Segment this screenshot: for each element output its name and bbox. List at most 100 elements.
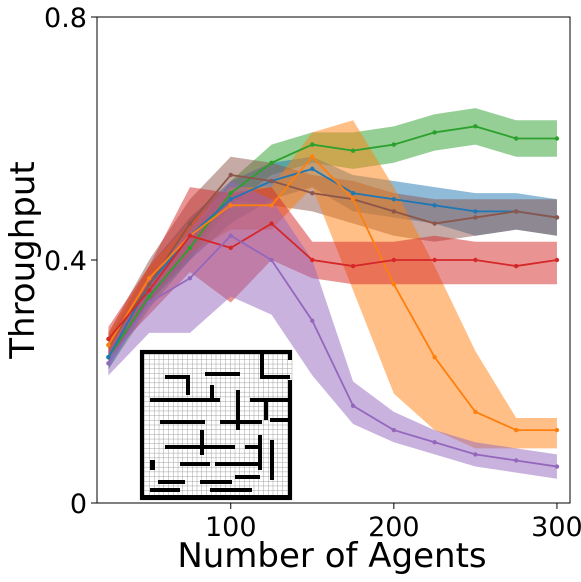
maze-wall [210, 385, 214, 400]
maze-wall [258, 435, 262, 470]
maze-wall [150, 488, 180, 492]
series-lines [106, 124, 560, 469]
data-point [432, 440, 437, 445]
data-point [350, 197, 356, 202]
data-point [432, 203, 437, 208]
x-axis-label: Number of Agents [177, 536, 486, 576]
data-point [432, 355, 437, 360]
data-point [554, 257, 560, 263]
data-point [391, 427, 397, 433]
x-tick-label: 200 [368, 512, 420, 543]
maze-wall [165, 375, 190, 379]
data-point [310, 166, 315, 172]
maze-wall [220, 420, 262, 424]
maze-wall [260, 375, 290, 379]
maze-wall [270, 440, 274, 480]
data-point [473, 452, 478, 457]
data-point [350, 403, 356, 408]
y-tick-label: 0.4 [44, 246, 87, 277]
data-point [310, 257, 315, 263]
maze-wall [236, 390, 240, 430]
data-point [473, 257, 478, 263]
data-point [513, 458, 519, 463]
maze-wall [186, 375, 190, 395]
y-axis-label: Throughput [3, 161, 43, 360]
data-point [106, 361, 111, 366]
data-point [106, 336, 111, 342]
data-point [513, 263, 519, 269]
data-point [228, 245, 233, 251]
data-point [187, 221, 193, 226]
maze-wall [160, 420, 205, 424]
maze-wall [200, 480, 232, 484]
data-point [269, 203, 274, 208]
maze-wall [260, 350, 264, 375]
maze-wall [140, 350, 292, 354]
data-point [228, 233, 233, 238]
data-point [391, 197, 397, 202]
inset-walls [140, 350, 292, 500]
data-point [554, 136, 560, 141]
maze-wall [205, 372, 240, 376]
data-point [269, 178, 274, 184]
maze-wall [270, 418, 290, 422]
data-point [146, 294, 152, 299]
data-point [513, 209, 519, 214]
data-point [269, 221, 274, 226]
maze-inset-map [139, 349, 293, 501]
data-point [432, 221, 437, 226]
inset-grid [139, 349, 293, 501]
y-tick-label: 0.8 [44, 3, 87, 34]
maze-wall [250, 398, 290, 402]
data-point [228, 172, 233, 178]
y-axis-ticks: 0 0.4 0.8 [44, 3, 97, 520]
maze-wall [288, 380, 292, 500]
maze-wall [288, 350, 292, 360]
maze-wall [180, 462, 210, 466]
data-point [350, 190, 356, 196]
data-point [310, 142, 315, 147]
data-point [473, 215, 478, 220]
data-point [310, 154, 315, 159]
series-line-6 [107, 234, 558, 468]
data-point [391, 282, 397, 287]
data-point [269, 160, 274, 165]
data-point [187, 276, 193, 281]
data-point [310, 318, 315, 323]
data-point [554, 464, 560, 469]
maze-wall [215, 462, 258, 466]
data-point [513, 427, 519, 433]
maze-wall [140, 350, 144, 500]
data-point [554, 215, 560, 220]
maze-wall [200, 430, 204, 455]
data-point [391, 209, 397, 214]
data-point [432, 257, 437, 263]
series-line-3 [107, 173, 558, 346]
maze-wall [165, 445, 235, 449]
y-tick-label: 0 [70, 489, 87, 520]
data-point [473, 124, 478, 129]
confidence-band-6 [108, 181, 557, 479]
data-point [432, 130, 437, 135]
data-point [554, 427, 560, 433]
data-point [350, 263, 356, 269]
series-line-1 [107, 125, 557, 358]
maze-wall [150, 460, 155, 470]
series-line-5 [107, 222, 558, 340]
maze-wall [245, 445, 262, 449]
data-point [473, 409, 478, 415]
x-axis-ticks: 100 200 300 [205, 503, 581, 543]
data-point [146, 282, 152, 287]
maze-wall [150, 398, 220, 402]
data-point [391, 257, 397, 263]
x-tick-label: 300 [531, 512, 581, 543]
data-point [391, 142, 397, 147]
maze-wall [235, 475, 260, 479]
x-tick-label: 100 [205, 512, 257, 543]
data-point [473, 209, 478, 214]
data-point [228, 190, 233, 196]
data-point [106, 342, 111, 348]
data-point [146, 300, 152, 305]
data-point [310, 190, 315, 196]
